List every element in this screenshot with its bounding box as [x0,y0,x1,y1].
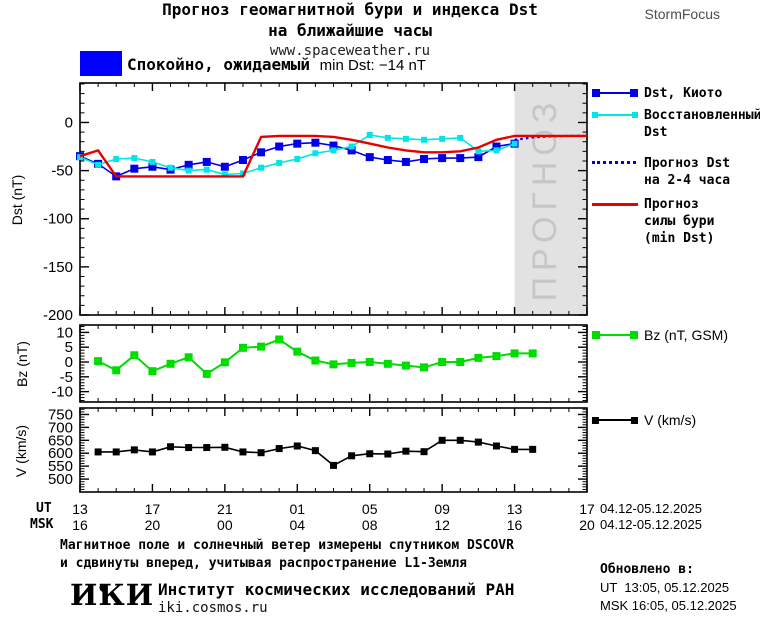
brand-label: StormFocus [644,6,720,22]
dst-ytick-label: -50 [51,163,73,180]
legend-item-Восстановленный: Восстановленный Dst [592,107,760,141]
updated-label: Обновлено в: [600,562,694,577]
legend-swatch [592,107,638,123]
ut-tick-label: 09 [434,501,450,517]
legend-item-Dst, Киото: Dst, Киото [592,85,722,102]
msk-tick-label: 20 [144,517,161,533]
v-ytick-label: 650 [48,432,73,449]
msk-tick-label: 04 [289,517,306,533]
ut-tick-label: 01 [289,501,306,517]
ut-row-label: UT [36,501,52,516]
v-axis-title: V (km/s) [13,424,29,478]
charts-svg: ПРОГНОЗ0-50-100-150-2001050-5-1075070065… [43,82,588,493]
series-dst-kyoto [76,138,519,181]
ut-tick-label: 05 [361,501,378,517]
dst-ytick-label: -150 [43,259,73,276]
v-ytick-label: 700 [48,419,73,436]
v-ytick-label: 500 [48,471,73,488]
msk-row-label: MSK [30,517,54,532]
msk-tick-label: 12 [434,517,450,533]
bz-ytick-label: 0 [65,354,73,371]
legend-item-Прогноз: Прогноз силы бури (min Dst) [592,196,714,247]
institute-site: iki.cosmos.ru [158,600,268,616]
dst-axis-title: Dst (nT) [9,174,25,226]
legend-swatch [592,196,638,212]
legend-item-V (km/s): V (km/s) [592,412,696,429]
legend-item-Bz (nT, GSM): Bz (nT, GSM) [592,327,728,344]
ut-tick-label: 13 [72,501,88,517]
legend-label: Прогноз силы бури (min Dst) [644,197,715,246]
legend-label: Прогноз Dst на 2-4 часа [644,156,731,188]
ut-tick-label: 17 [579,501,595,517]
dst-ytick-label: -100 [43,211,73,228]
legend: Dst, Киото Восстановленный Dst Прогноз Dst н… [592,0,760,460]
updated-ut: UT 13:05, 05.12.2025 [600,580,730,595]
msk-tick-label: 20 [579,517,595,533]
status-min-dst: min Dst: −14 nT [319,57,426,74]
ut-tick-label: 21 [217,501,233,517]
dst-ytick-label: -200 [43,307,73,324]
forecast-band [514,83,587,315]
institute-name: Институт космических исследований РАН [158,580,515,599]
legend-label: V (km/s) [644,412,697,428]
page-title-line2: на ближайшие часы [268,21,432,40]
ut-date-range: 04.12-05.12.2025 [600,501,702,516]
legend-swatch [592,327,638,343]
bz-ytick-label: -5 [60,369,73,386]
bz-ytick-label: 10 [56,324,73,341]
series-storm-forecast [79,134,587,178]
title-block: Прогноз геомагнитной бури и индекса Dst … [0,0,700,59]
footnote-line2: и сдвинуты вперед, учитывая распростране… [60,556,467,571]
v-frame [79,407,588,493]
ut-tick-label: 17 [144,501,161,517]
legend-swatch [592,155,638,171]
forecast-label: ПРОГНОЗ [526,97,564,302]
legend-label: Восстановленный Dst [644,108,760,140]
ut-tick-label: 13 [506,501,523,517]
series-bz-gsm [94,335,537,378]
dst-panel: ПРОГНОЗ 0 -50 -100 -150 -200 [43,82,588,324]
v-ytick-label: 550 [48,458,73,475]
bz-ytick-label: -10 [51,384,73,401]
storm-level-swatch [80,51,122,76]
msk-tick-label: 00 [217,517,233,533]
legend-label: Bz (nT, GSM) [644,327,729,343]
msk-tick-label: 16 [506,517,523,533]
legend-item-Прогноз Dst: Прогноз Dst на 2-4 часа [592,155,730,189]
dst-ytick-label: 0 [65,114,73,131]
legend-swatch [592,412,638,428]
status-text: Спокойно, ожидаемый min Dst: −14 nT [127,55,426,74]
msk-tick-label: 08 [361,517,378,533]
bz-axis-title: Bz (nT) [14,341,30,387]
v-ytick-label: 600 [48,445,73,462]
bz-frame [79,324,588,403]
bz-ytick-label: 5 [65,339,73,356]
iki-logo: ИКИ [70,578,155,612]
site-url: www.spaceweather.ru [269,43,431,59]
v-ytick-label: 750 [48,406,73,423]
page-title-line1: Прогноз геомагнитной бури и индекса Dst [162,0,538,19]
msk-tick-label: 16 [72,517,88,533]
series-v-solar-wind [94,436,537,469]
footnote-line1: Магнитное поле и солнечный ветер измерен… [60,538,514,553]
legend-label: Dst, Киото [644,86,723,101]
series-dst-restored [77,131,518,178]
legend-swatch [592,85,638,101]
status-text-ru: Спокойно, ожидаемый [127,55,311,74]
dst-frame [79,82,588,316]
msk-date-range: 04.12-05.12.2025 [600,517,702,532]
updated-msk: MSK 16:05, 05.12.2025 [600,598,737,613]
